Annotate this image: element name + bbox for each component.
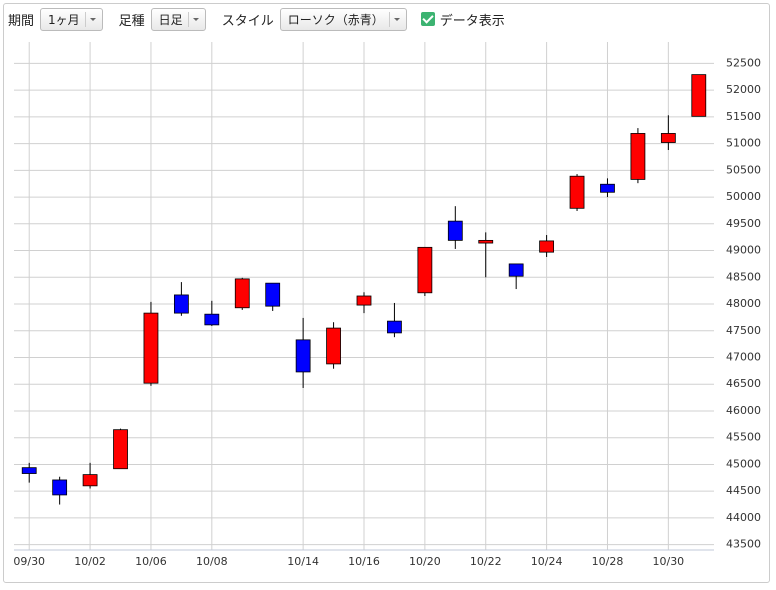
y-tick-label: 48500 — [726, 270, 761, 283]
y-tick-label: 50000 — [726, 190, 761, 203]
candle-body — [82, 474, 98, 487]
y-tick-label: 47500 — [726, 324, 761, 337]
y-tick-label: 47000 — [726, 350, 761, 363]
candle-body — [326, 327, 341, 365]
bar-dropdown[interactable]: 日足 — [150, 7, 206, 31]
x-tick-label: 09/30 — [13, 555, 45, 568]
candle-body — [295, 339, 311, 373]
y-tick-label: 51000 — [726, 137, 761, 150]
candle-body — [234, 278, 250, 309]
y-tick-label: 49500 — [726, 217, 761, 230]
candle-body — [660, 133, 676, 143]
x-tick-label: 10/14 — [287, 555, 319, 568]
x-tick-label: 10/30 — [652, 555, 684, 568]
period-dropdown[interactable]: 1ヶ月 — [40, 7, 103, 31]
style-label: スタイル — [221, 13, 274, 29]
x-tick-label: 10/08 — [196, 555, 228, 568]
y-tick-label: 46500 — [726, 377, 761, 390]
bar-label: 足種 — [118, 13, 145, 29]
candle-body — [630, 133, 646, 180]
x-tick-label: 10/16 — [348, 555, 380, 568]
candle-body — [387, 320, 402, 334]
candle-body — [600, 183, 615, 193]
y-tick-label: 50500 — [726, 163, 761, 176]
y-tick-label: 43500 — [726, 538, 761, 551]
y-tick-label: 52500 — [726, 56, 761, 69]
candle-body — [143, 312, 159, 384]
candle-body — [21, 467, 37, 474]
style-dropdown[interactable]: ローソク（赤青） — [279, 7, 407, 31]
toolbar: 期間 1ヶ月 足種 日足 スタイル ローソク（赤青） データ表示 — [6, 6, 505, 32]
y-tick-label: 46000 — [726, 404, 761, 417]
panel — [3, 3, 770, 583]
candle-body — [508, 263, 524, 277]
candle-body — [691, 74, 707, 117]
period-label: 期間 — [8, 13, 35, 29]
y-tick-label: 51500 — [726, 110, 761, 123]
x-tick-label: 10/22 — [470, 555, 502, 568]
data-toggle-label[interactable]: データ表示 — [439, 13, 505, 29]
candle-body — [478, 239, 494, 244]
y-tick-label: 49000 — [726, 244, 761, 257]
x-tick-label: 10/28 — [592, 555, 624, 568]
y-tick-label: 52000 — [726, 83, 761, 96]
candle-body — [265, 282, 281, 307]
candle-body — [52, 479, 68, 496]
data-checkbox[interactable] — [420, 12, 435, 26]
x-tick-label: 10/20 — [409, 555, 441, 568]
y-tick-label: 44000 — [726, 511, 761, 524]
y-tick-label: 45500 — [726, 431, 761, 444]
candle-body — [539, 240, 555, 253]
y-tick-label: 45000 — [726, 457, 761, 470]
candle-body — [417, 246, 433, 294]
x-tick-label: 10/02 — [74, 555, 106, 568]
x-tick-label: 10/24 — [531, 555, 563, 568]
candle-body — [447, 220, 463, 241]
y-tick-label: 44500 — [726, 484, 761, 497]
x-tick-label: 10/06 — [135, 555, 167, 568]
candle-body — [173, 294, 189, 314]
candle-body — [356, 295, 372, 306]
y-tick-label: 48000 — [726, 297, 761, 310]
candle-body — [113, 429, 128, 470]
candle-body — [204, 313, 220, 326]
candle-body — [569, 175, 585, 209]
